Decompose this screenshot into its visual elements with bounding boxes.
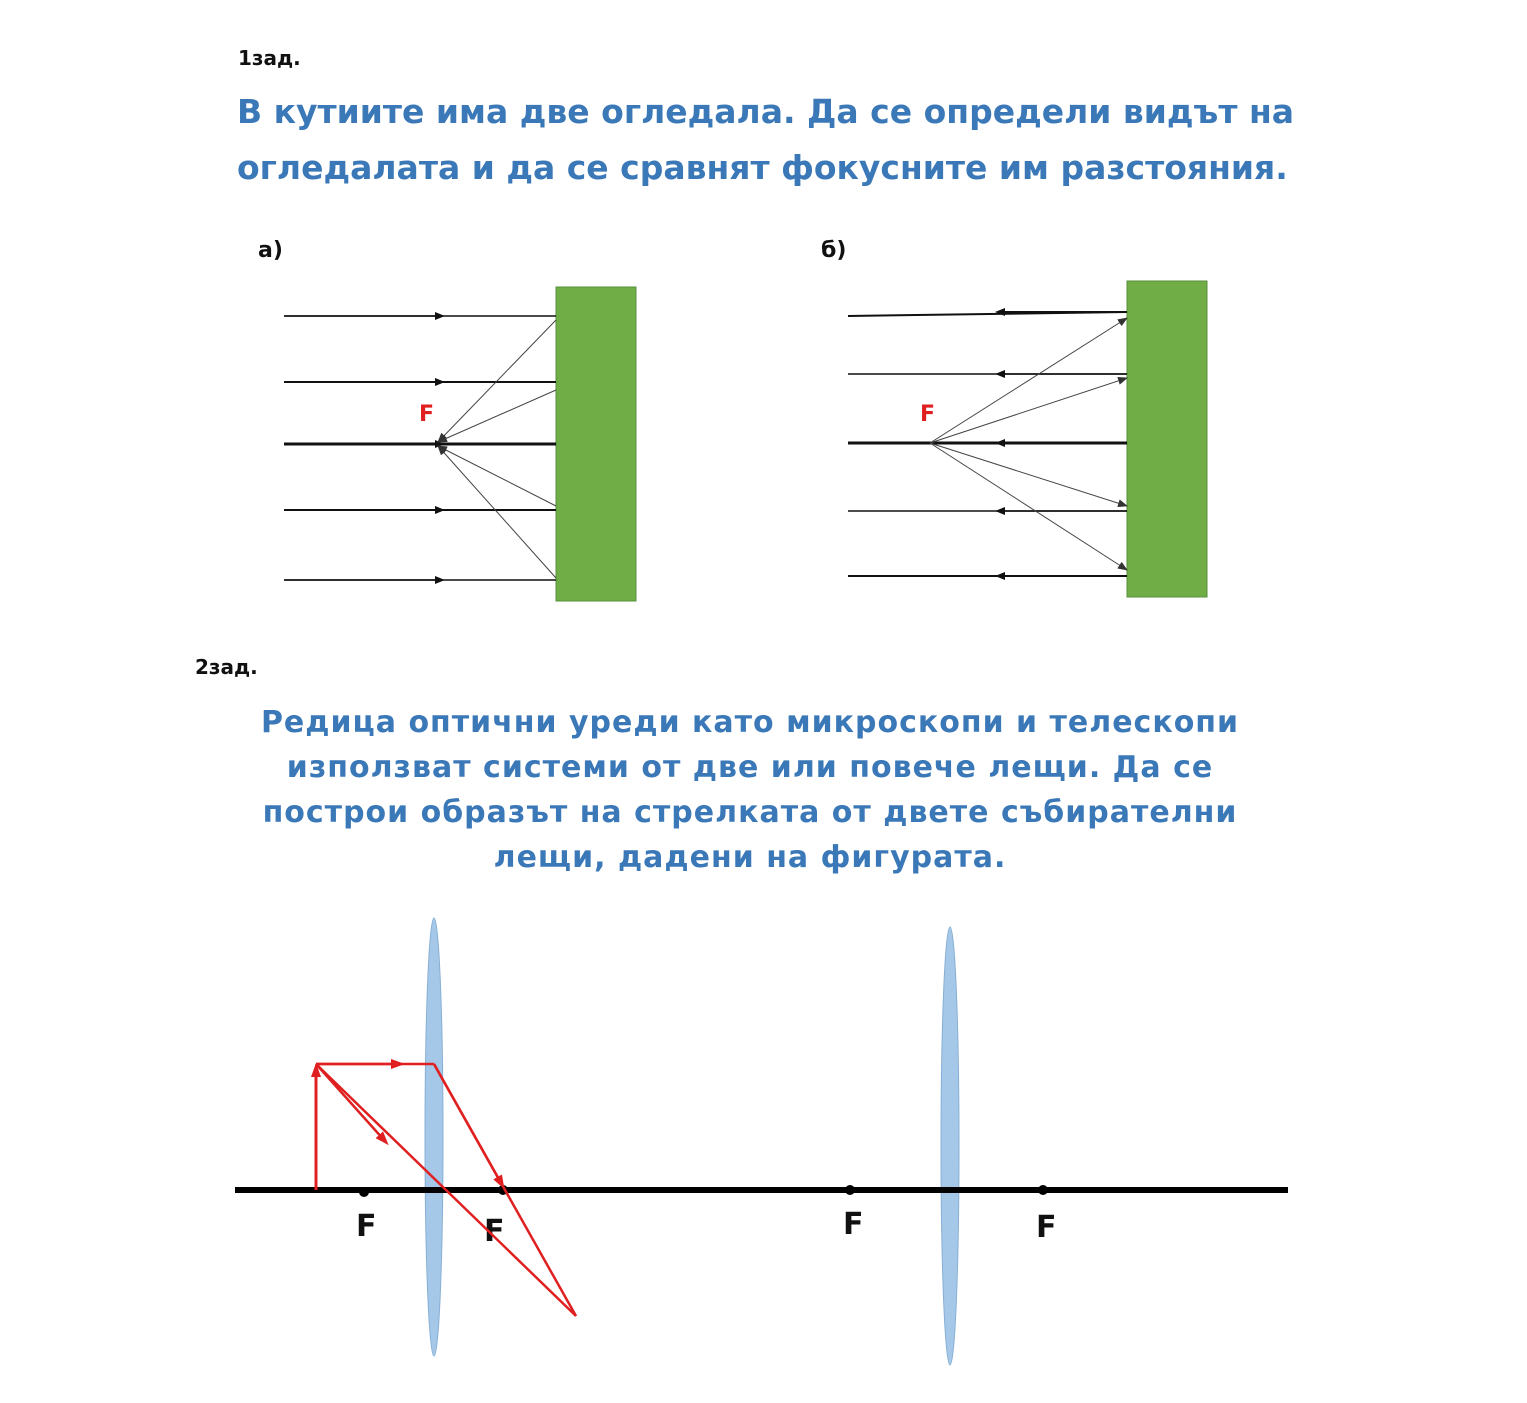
focus-point-1	[359, 1187, 369, 1197]
central-ray	[315, 1063, 577, 1317]
reflected-ray-a-5	[437, 445, 557, 579]
mirror-box-a	[555, 286, 637, 602]
mirror-box-a-group: F	[284, 286, 637, 602]
focus-point-3	[845, 1185, 855, 1195]
part-b-label: б)	[821, 238, 847, 263]
focus-label-1: F	[356, 1209, 377, 1244]
focus-label-a: F	[419, 402, 434, 427]
refracted-ray-arrow	[432, 1063, 505, 1190]
diverging-ray-b-2	[929, 377, 1128, 444]
focus-point-4	[1038, 1185, 1048, 1195]
lens-system-group: F F F F	[235, 917, 1288, 1366]
task1-text: В кутиите има две огледала. Да се опреде…	[237, 84, 1337, 196]
reflected-ray-a-4	[437, 445, 557, 507]
task2-text-line4: лещи, дадени на фигурата.	[493, 840, 1007, 875]
diverging-ray-b-1	[929, 317, 1128, 444]
lens-1	[424, 917, 444, 1357]
task2-text: Редица оптични уреди като микроскопи и т…	[180, 700, 1320, 880]
part-a-label: а)	[258, 238, 283, 263]
diverging-ray-b-4	[929, 442, 1128, 508]
task1-text-line1: В кутиите има две огледала. Да се опреде…	[237, 92, 1295, 131]
reflected-ray-a-1	[437, 319, 557, 443]
mirror-box-b	[1126, 280, 1208, 598]
task2-text-line2: използват системи от две или повече лещи…	[286, 750, 1214, 785]
focus-label-3: F	[843, 1207, 864, 1242]
reflected-ray-a-2	[437, 389, 557, 443]
central-ray-arrow	[315, 1063, 389, 1146]
task2-label: 2зад.	[195, 655, 258, 679]
focus-label-b: F	[920, 402, 935, 427]
task1-label: 1зад.	[238, 46, 301, 70]
focus-label-4: F	[1036, 1210, 1057, 1245]
mirror-box-b-group: F	[847, 280, 1208, 598]
task1-text-line2: огледалата и да се сравнят фокусните им …	[237, 148, 1288, 187]
task2-text-line1: Редица оптични уреди като микроскопи и т…	[260, 705, 1240, 740]
lens-2	[940, 926, 960, 1366]
diverging-ray-b-5	[929, 442, 1128, 571]
task2-text-line3: построи образът на стрелката от двете съ…	[262, 795, 1238, 830]
